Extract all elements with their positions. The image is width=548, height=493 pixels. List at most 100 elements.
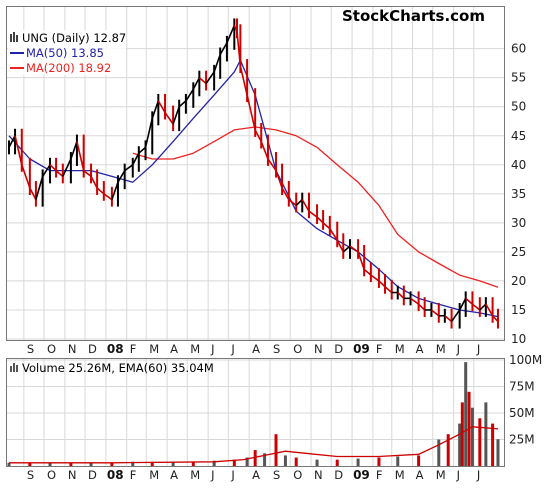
volume-month-label-17: F <box>376 468 383 482</box>
price-segment-4 <box>35 176 44 200</box>
price-segment-19 <box>138 146 147 154</box>
price-segment-37 <box>254 129 262 142</box>
price-segment-8 <box>62 158 72 177</box>
volume-month-label-7: A <box>170 468 178 482</box>
volume-month-label-21: J <box>456 468 460 482</box>
price-segment-47 <box>322 222 331 230</box>
volume-month-label-8: M <box>190 468 200 482</box>
volume-month-label-6: M <box>149 468 159 482</box>
price-segment-30 <box>213 54 221 73</box>
price-tick-label-0: 10 <box>511 332 526 346</box>
price-segment-65 <box>444 315 453 323</box>
price-month-label-0: S <box>27 342 34 356</box>
volume-month-label-18: M <box>395 468 405 482</box>
price-y-ticks: 10 15 20 25 30 35 40 45 50 55 60 <box>511 42 526 346</box>
volume-tick-label-1: 75M <box>509 380 535 394</box>
price-segment-17 <box>124 164 134 172</box>
volume-month-label-1: O <box>47 468 56 482</box>
volume-bar-7 <box>150 461 154 466</box>
volume-tick-label-3: 25M <box>509 433 535 447</box>
volume-month-label-12: S <box>273 468 280 482</box>
price-legend: UNG (Daily) 12.87 MA(50) 13.85 MA(200) 1… <box>8 30 126 75</box>
price-legend-title: UNG (Daily) 12.87 <box>22 31 126 45</box>
month-labels: SSOONNDD0808FFMMAAMMJJJJAASSOONNDD0909FF… <box>27 342 480 482</box>
price-segment-14 <box>103 193 113 201</box>
price-segment-46 <box>316 216 324 224</box>
volume-bar-20 <box>356 458 360 466</box>
volume-month-label-5: F <box>130 468 137 482</box>
price-segment-63 <box>430 309 440 317</box>
price-tick-label-10: 60 <box>511 42 526 56</box>
price-segment-60 <box>410 297 420 305</box>
price-segment-13 <box>96 187 105 195</box>
price-tick-label-8: 50 <box>511 100 526 114</box>
price-segment-35 <box>239 65 248 96</box>
volume-grid <box>7 359 504 466</box>
ma50-legend-label: MA(50) 13.85 <box>26 46 104 60</box>
volume-bar-5 <box>110 462 114 466</box>
price-segment-18 <box>132 152 140 166</box>
price-tick-label-3: 25 <box>511 245 526 259</box>
price-segment-61 <box>418 303 426 311</box>
price-month-label-8: M <box>190 342 200 356</box>
volume-month-label-14: N <box>314 468 323 482</box>
price-segment-28 <box>198 77 207 85</box>
price-month-label-15: D <box>334 342 343 356</box>
price-segment-0 <box>8 135 16 148</box>
price-month-label-2: N <box>68 342 77 356</box>
volume-month-label-9: J <box>210 468 214 482</box>
price-segment-49 <box>336 239 344 253</box>
price-month-label-4: 08 <box>107 342 124 356</box>
price-segment-3 <box>29 187 37 201</box>
price-segment-44 <box>301 199 310 212</box>
price-segment-24 <box>172 106 180 125</box>
price-segment-70 <box>479 303 487 311</box>
volume-month-label-0: S <box>27 468 34 482</box>
price-legend-icon <box>10 32 18 42</box>
price-segment-69 <box>471 303 481 311</box>
price-segment-7 <box>55 169 64 178</box>
volume-bar-31 <box>478 418 482 466</box>
volume-month-label-16: 09 <box>353 468 370 482</box>
price-segment-58 <box>397 291 405 299</box>
volume-month-label-20: M <box>436 468 446 482</box>
volume-bar-33 <box>491 423 495 466</box>
volume-bar-30 <box>470 407 474 466</box>
volume-month-label-4: 08 <box>107 468 124 482</box>
price-segment-51 <box>349 245 359 253</box>
price-segment-72 <box>492 315 499 323</box>
price-segment-48 <box>329 228 338 241</box>
volume-bar-11 <box>232 459 236 466</box>
volume-bar-12 <box>245 457 249 466</box>
price-segment-38 <box>260 141 269 160</box>
price-segment-10 <box>76 141 85 171</box>
volume-month-label-19: A <box>416 468 424 482</box>
price-segment-27 <box>192 77 201 90</box>
price-month-label-1: O <box>47 342 56 356</box>
volume-bar-10 <box>212 460 216 466</box>
volume-bar-0 <box>7 462 11 466</box>
price-tick-label-1: 15 <box>511 303 526 317</box>
ma200-line <box>132 126 499 288</box>
volume-bar-16 <box>283 455 287 466</box>
price-segment-31 <box>219 42 228 55</box>
price-month-label-18: M <box>395 342 405 356</box>
volume-bar-14 <box>263 453 267 466</box>
volume-month-label-10: J <box>230 468 234 482</box>
price-month-label-17: F <box>376 342 383 356</box>
price-segment-34 <box>236 31 242 67</box>
price-segment-67 <box>458 297 467 311</box>
price-month-label-6: M <box>149 342 159 356</box>
volume-month-label-11: A <box>252 468 260 482</box>
volume-series <box>7 362 500 466</box>
price-segment-36 <box>246 94 256 131</box>
price-month-label-13: O <box>293 342 302 356</box>
volume-bar-18 <box>315 459 319 466</box>
price-segment-45 <box>308 210 318 218</box>
price-segment-20 <box>144 118 154 148</box>
price-segment-5 <box>41 164 51 177</box>
volume-ema-line <box>9 426 499 464</box>
price-segment-42 <box>288 199 297 207</box>
price-segment-43 <box>295 199 303 207</box>
